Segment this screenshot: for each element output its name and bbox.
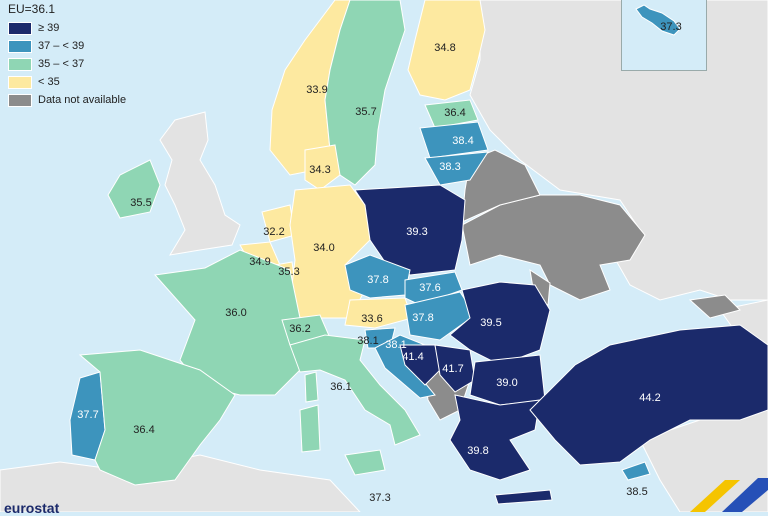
- region-estonia: [424, 99, 479, 129]
- value-label-italy: 36.1: [330, 381, 351, 393]
- value-label-belgium: 34.9: [249, 256, 270, 268]
- region-spain: [78, 349, 236, 486]
- value-label-cyprus: 38.5: [626, 486, 647, 498]
- value-label-croatia: 38.1: [385, 339, 406, 351]
- region-finland: [407, 0, 486, 101]
- legend-item: < 35: [8, 73, 126, 91]
- region-serbia: [434, 344, 476, 393]
- value-label-romania: 39.5: [480, 317, 501, 329]
- region-malta: [635, 4, 681, 36]
- legend-swatch: [8, 39, 32, 53]
- value-label-latvia: 38.4: [452, 135, 473, 147]
- land-great-britain: [159, 111, 241, 256]
- map-legend: EU=36.1 ≥ 39 37 – < 39 35 – < 37 < 35 Da…: [8, 2, 126, 109]
- value-label-turkey: 44.2: [639, 392, 660, 404]
- region-hungary: [404, 291, 476, 341]
- region-crete: [494, 489, 553, 505]
- region-belarus: [461, 149, 541, 223]
- inset-malta-value: 37.3: [660, 21, 681, 33]
- region-latvia: [419, 121, 489, 159]
- eurostat-stripe-blue: [722, 478, 768, 512]
- legend-swatch: [8, 93, 32, 107]
- region-lithuania: [424, 151, 489, 186]
- value-label-luxembourg: 35.3: [278, 266, 299, 278]
- region-sicily: [344, 449, 386, 476]
- legend-item: 35 – < 37: [8, 55, 126, 73]
- legend-label: 35 – < 37: [38, 58, 85, 70]
- value-label-slovenia: 38.1: [357, 335, 378, 347]
- value-label-bosnia: 41.4: [402, 351, 423, 363]
- region-sweden: [324, 0, 406, 186]
- value-label-malta: 37.3: [369, 492, 390, 504]
- value-label-switzerland: 36.2: [289, 323, 310, 335]
- value-label-slovakia: 37.6: [419, 282, 440, 294]
- region-crimea-area: [688, 294, 741, 319]
- value-label-poland: 39.3: [406, 226, 427, 238]
- legend-label: Data not available: [38, 94, 127, 106]
- legend-label: 37 – < 39: [38, 40, 85, 52]
- legend-title: EU=36.1: [8, 2, 56, 16]
- eurostat-logo: eurostat: [4, 500, 60, 516]
- legend-swatch: [8, 21, 32, 35]
- region-bosnia: [399, 344, 441, 386]
- eurostat-stripe-yellow: [690, 480, 740, 512]
- legend-label: < 35: [38, 76, 60, 88]
- region-ireland: [107, 159, 161, 219]
- value-label-portugal: 37.7: [77, 409, 98, 421]
- value-label-finland: 34.8: [434, 42, 455, 54]
- region-turkey: [529, 324, 768, 466]
- value-label-estonia: 36.4: [444, 107, 465, 119]
- region-italy: [289, 334, 421, 446]
- value-label-spain: 36.4: [133, 424, 154, 436]
- value-label-greece: 39.8: [467, 445, 488, 457]
- value-label-hungary: 37.8: [412, 312, 433, 324]
- malta-inset: 37.3: [621, 0, 707, 71]
- value-label-denmark: 34.3: [309, 164, 330, 176]
- legend-item: Data not available: [8, 91, 126, 109]
- region-denmark: [304, 144, 341, 191]
- region-poland: [354, 184, 466, 276]
- value-label-lithuania: 38.3: [439, 161, 460, 173]
- land-north-africa: [0, 454, 361, 512]
- value-label-france: 36.0: [225, 307, 246, 319]
- legend-label: ≥ 39: [38, 22, 60, 34]
- legend-item: 37 – < 39: [8, 37, 126, 55]
- value-label-norway: 33.9: [306, 84, 327, 96]
- legend-swatch: [8, 75, 32, 89]
- value-label-czechia: 37.8: [367, 274, 388, 286]
- value-label-austria: 33.6: [361, 313, 382, 325]
- legend-swatch: [8, 57, 32, 71]
- region-corsica: [304, 371, 319, 403]
- region-cyprus: [621, 461, 651, 481]
- malta-inset-map: 37.3: [635, 4, 682, 36]
- region-greece: [449, 394, 541, 481]
- value-label-sweden: 35.7: [355, 106, 376, 118]
- region-austria: [344, 297, 413, 329]
- value-label-germany: 34.0: [313, 242, 334, 254]
- value-label-serbia: 41.7: [442, 363, 463, 375]
- value-label-ireland: 35.5: [130, 197, 151, 209]
- value-label-bulgaria: 39.0: [496, 377, 517, 389]
- value-label-netherlands: 32.2: [263, 226, 284, 238]
- region-sardinia: [299, 404, 321, 453]
- region-ukraine: [461, 194, 646, 301]
- legend-item: ≥ 39: [8, 19, 126, 37]
